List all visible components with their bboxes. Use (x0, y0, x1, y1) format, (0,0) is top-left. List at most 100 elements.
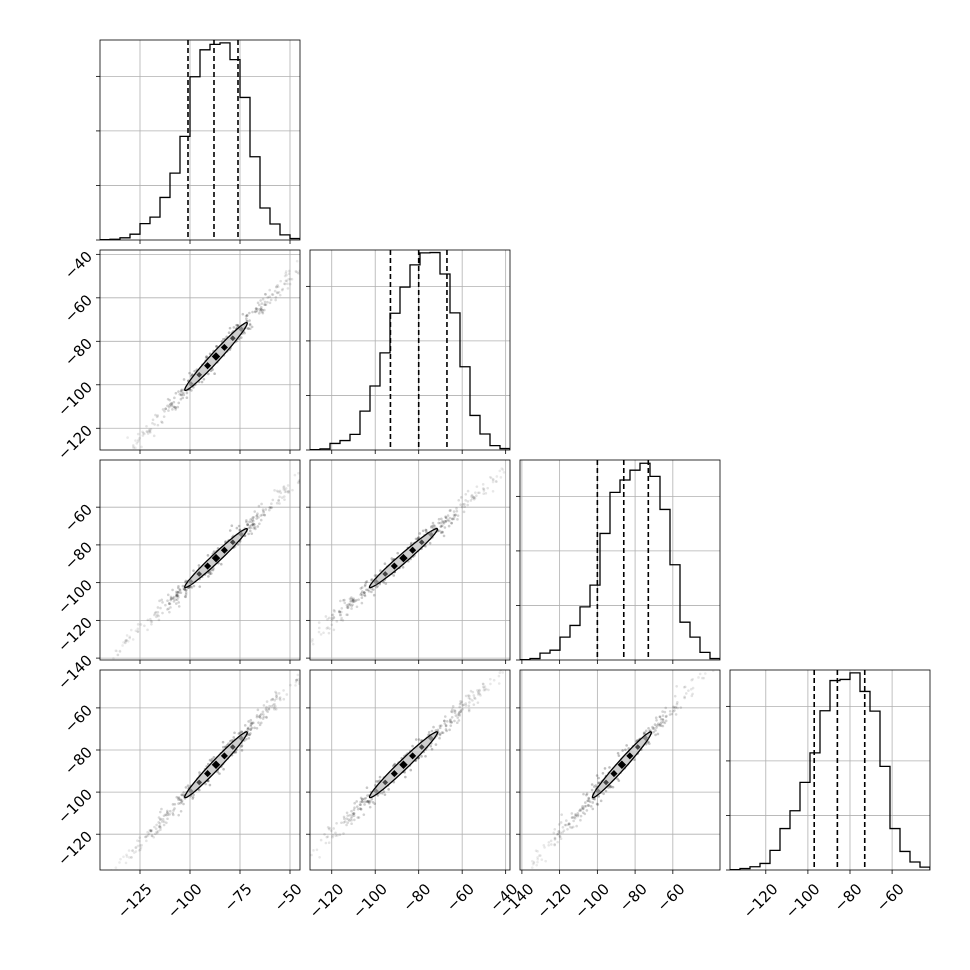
sample-point (366, 800, 370, 804)
sample-point (249, 728, 253, 731)
sample-point (267, 707, 271, 710)
sample-point (154, 413, 157, 417)
sample-point (443, 719, 446, 723)
sample-point (597, 776, 600, 780)
sample-point (136, 627, 140, 631)
sample-point (456, 721, 459, 725)
sample-point (139, 623, 143, 626)
sample-point (227, 742, 230, 745)
sample-point (340, 610, 343, 614)
sample-point (173, 405, 176, 409)
sample-point (166, 811, 169, 815)
sample-point (438, 529, 441, 533)
sample-point (158, 824, 162, 828)
sample-point (184, 589, 188, 593)
sample-point (161, 601, 164, 604)
sample-point (476, 701, 480, 704)
contour-core (196, 779, 203, 786)
sample-point (313, 675, 316, 678)
sample-point (156, 414, 160, 417)
sample-point (111, 464, 114, 467)
sample-point (248, 311, 251, 315)
sample-point (274, 296, 278, 299)
sample-point (146, 430, 149, 434)
contour-core (187, 579, 194, 585)
sample-point (332, 827, 335, 830)
sample-point (192, 569, 195, 572)
sample-point (251, 522, 255, 526)
y-tick-label: −80 (61, 743, 96, 778)
sample-point (149, 620, 153, 623)
sample-point (121, 466, 124, 469)
sample-point (165, 821, 168, 825)
sample-point (164, 813, 168, 817)
sample-point (129, 628, 133, 632)
sample-point (288, 875, 291, 878)
sample-point (472, 497, 476, 501)
sample-point (274, 707, 278, 711)
sample-point (550, 843, 553, 846)
sample-point (360, 586, 364, 589)
sample-point (352, 600, 356, 604)
contour-core (595, 788, 601, 795)
sample-point (430, 729, 434, 733)
contour-core (399, 760, 408, 769)
sample-point (295, 655, 298, 658)
sample-point (659, 724, 663, 728)
sample-point (655, 726, 658, 729)
sample-point (191, 795, 195, 799)
sample-point (162, 823, 166, 827)
sample-point (648, 742, 651, 745)
sample-point (167, 602, 171, 606)
sample-point (282, 485, 286, 488)
sample-point (446, 514, 450, 517)
sample-point (125, 639, 128, 642)
sample-point (277, 692, 281, 695)
sample-point (461, 503, 465, 506)
sample-point (177, 813, 180, 817)
sample-point (258, 715, 262, 718)
sample-point (116, 461, 119, 464)
sample-point (682, 685, 686, 689)
sample-point (285, 490, 288, 493)
density-contours (184, 321, 248, 392)
sample-point (285, 279, 289, 283)
sample-point (691, 692, 694, 696)
sample-point (380, 791, 384, 795)
sample-point (373, 574, 377, 577)
sample-point (208, 572, 212, 576)
sample-point (128, 856, 131, 859)
sample-point (249, 718, 253, 722)
sample-point (137, 849, 141, 852)
sample-point (185, 391, 189, 395)
sample-point (351, 598, 355, 602)
sample-point (255, 309, 259, 313)
sample-point (428, 541, 432, 545)
sample-point (184, 580, 187, 584)
sample-point (440, 525, 443, 528)
sample-point (487, 688, 490, 692)
sample-point (228, 326, 232, 330)
sample-point (570, 816, 574, 819)
sample-point (216, 770, 219, 774)
sample-point (166, 599, 169, 603)
sample-point (265, 700, 269, 703)
sample-point (535, 863, 539, 867)
sample-point (304, 857, 307, 860)
sample-point (166, 817, 169, 821)
sample-point (273, 289, 277, 293)
sample-point (475, 494, 478, 497)
sample-point (250, 523, 253, 527)
sample-point (587, 799, 590, 803)
sample-point (440, 530, 444, 534)
sample-point (451, 705, 455, 708)
sample-point (132, 851, 136, 854)
sample-point (112, 454, 115, 457)
sample-point (544, 859, 547, 863)
sample-point (690, 694, 694, 698)
sample-point (664, 719, 668, 723)
sample-point (274, 704, 277, 708)
sample-point (466, 500, 470, 503)
sample-point (334, 831, 337, 835)
sample-point (190, 389, 193, 392)
